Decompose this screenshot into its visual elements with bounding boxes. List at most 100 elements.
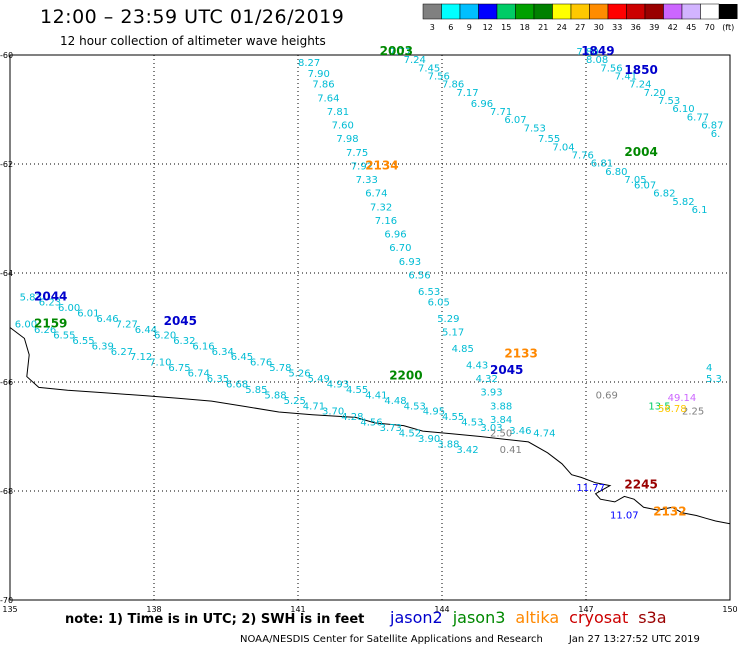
- y-tick-label: -60: [0, 51, 13, 60]
- wave-height-value: 5.83: [20, 292, 42, 303]
- wave-height-value: 5.78: [269, 363, 291, 374]
- y-tick-label: -68: [0, 487, 13, 496]
- wave-height-value: 7.20: [644, 88, 666, 99]
- scale-swatch: [719, 4, 738, 19]
- wave-height-value: 2.50: [490, 429, 512, 440]
- wave-height-value: 6.32: [173, 336, 195, 347]
- wave-height-value: 6.44: [135, 325, 157, 336]
- credit-line: NOAA/NESDIS Center for Satellite Applica…: [240, 634, 700, 645]
- wave-height-value: 6.35: [207, 374, 229, 385]
- pass-time-label: 2045: [164, 314, 197, 328]
- wave-height-value: 6.00: [58, 303, 80, 314]
- wave-height-value: 0.41: [500, 445, 522, 456]
- scale-swatch: [422, 3, 442, 20]
- scale-swatch: [681, 3, 701, 20]
- scale-label: 30: [594, 23, 604, 32]
- scale-label: 18: [520, 23, 530, 32]
- wave-height-value: 3.90: [418, 434, 440, 445]
- scale-label: 42: [668, 23, 678, 32]
- wave-height-value: 6.74: [188, 369, 210, 380]
- chart-title: 12:00 – 23:59 UTC 01/26/2019: [40, 6, 345, 28]
- pass-time-label: 2044: [34, 289, 67, 303]
- wave-height-value: 3.73: [380, 423, 402, 434]
- wave-height-value: 4.71: [303, 401, 325, 412]
- scale-label: 27: [575, 23, 585, 32]
- wave-height-value: 7.41: [615, 72, 637, 83]
- wave-height-value: 4.41: [365, 390, 387, 401]
- wave-height-value: 3.03: [480, 423, 502, 434]
- scale-swatch: [644, 3, 664, 20]
- wave-height-value: 5.82: [672, 197, 694, 208]
- wave-height-value: 5.26: [288, 369, 310, 380]
- wave-height-value: 3.46: [509, 426, 531, 437]
- wave-height-value: 6.46: [96, 314, 118, 325]
- scale-label: 6: [448, 23, 453, 32]
- wave-height-value: 7.77: [389, 47, 411, 58]
- wave-height-value: 4.55: [442, 412, 464, 423]
- pass-time-label: 1849: [581, 44, 614, 58]
- wave-height-value: 7.10: [149, 358, 171, 369]
- wave-height-value: 4.52: [399, 429, 421, 440]
- wave-height-value: 6.39: [92, 341, 114, 352]
- wave-height-value: 6.82: [653, 189, 675, 200]
- wave-height-value: 6.07: [504, 115, 526, 126]
- wave-height-value: 4.48: [384, 396, 406, 407]
- wave-height-value: 5.3: [706, 374, 722, 385]
- pass-time-label: 2159: [34, 317, 67, 331]
- legend-s3a: s3a: [638, 608, 667, 627]
- scale-swatch: [663, 3, 683, 20]
- scale-swatch: [496, 3, 516, 20]
- wave-height-value: 11.77: [576, 483, 605, 494]
- legend-altika: altika: [515, 608, 560, 627]
- scale-label: 3: [430, 23, 435, 32]
- wave-height-value: 7.17: [456, 88, 478, 99]
- scale-label: 12: [483, 23, 493, 32]
- wave-height-value: 13.5: [648, 401, 670, 412]
- scale-label: 21: [538, 23, 548, 32]
- x-tick-label: 144: [434, 605, 449, 614]
- x-tick-label: 135: [2, 605, 17, 614]
- wave-height-value: 7.27: [116, 320, 138, 331]
- wave-height-value: 6.80: [605, 167, 627, 178]
- wave-height-value: 6.93: [399, 257, 421, 268]
- scale-swatch: [626, 3, 646, 20]
- credit-text: NOAA/NESDIS Center for Satellite Applica…: [240, 634, 543, 645]
- wave-height-value: 7.53: [524, 123, 546, 134]
- scale-swatch: [478, 3, 498, 20]
- scale-swatch: [589, 3, 609, 20]
- wave-height-value: 6.34: [212, 347, 234, 358]
- y-tick-label: -70: [0, 596, 13, 605]
- wave-height-value: 3.84: [490, 415, 512, 426]
- wave-height-value: 6.10: [672, 104, 694, 115]
- wave-height-value: 6.68: [226, 379, 248, 390]
- scale-swatch: [441, 3, 461, 20]
- wave-height-value: 6.01: [77, 309, 99, 320]
- scale-label: 9: [467, 23, 472, 32]
- wave-height-value: 5.49: [308, 374, 330, 385]
- wave-height-value: 7.92: [351, 161, 373, 172]
- pass-time-label: 2133: [504, 346, 537, 360]
- wave-height-value: 7.60: [332, 121, 354, 132]
- wave-height-value: 7.16: [375, 216, 397, 227]
- wave-height-value: 6.74: [365, 189, 387, 200]
- wave-height-value: 7.86: [312, 80, 334, 91]
- x-tick-label: 150: [722, 605, 737, 614]
- wave-height-value: 7.45: [418, 63, 440, 74]
- pass-time-label: 2245: [624, 477, 657, 491]
- wave-height-value: 7.53: [658, 96, 680, 107]
- footer-note: note: 1) Time is in UTC; 2) SWH is in fe…: [65, 612, 365, 627]
- scale-label: 39: [649, 23, 659, 32]
- wave-height-value: 6.55: [72, 336, 94, 347]
- wave-height-value: 7.80: [576, 47, 598, 58]
- pass-time-label: 2003: [380, 44, 413, 58]
- wave-height-value: 7.32: [370, 202, 392, 213]
- wave-height-value: 49.14: [668, 393, 697, 404]
- x-tick-label: 141: [290, 605, 305, 614]
- wave-height-value: 5.25: [284, 396, 306, 407]
- wave-height-value: 4: [706, 363, 712, 374]
- wave-height-value: 6.77: [687, 112, 709, 123]
- wave-height-value: 6.16: [192, 341, 214, 352]
- wave-height-value: 6.23: [39, 298, 61, 309]
- wave-height-value: 6.70: [389, 243, 411, 254]
